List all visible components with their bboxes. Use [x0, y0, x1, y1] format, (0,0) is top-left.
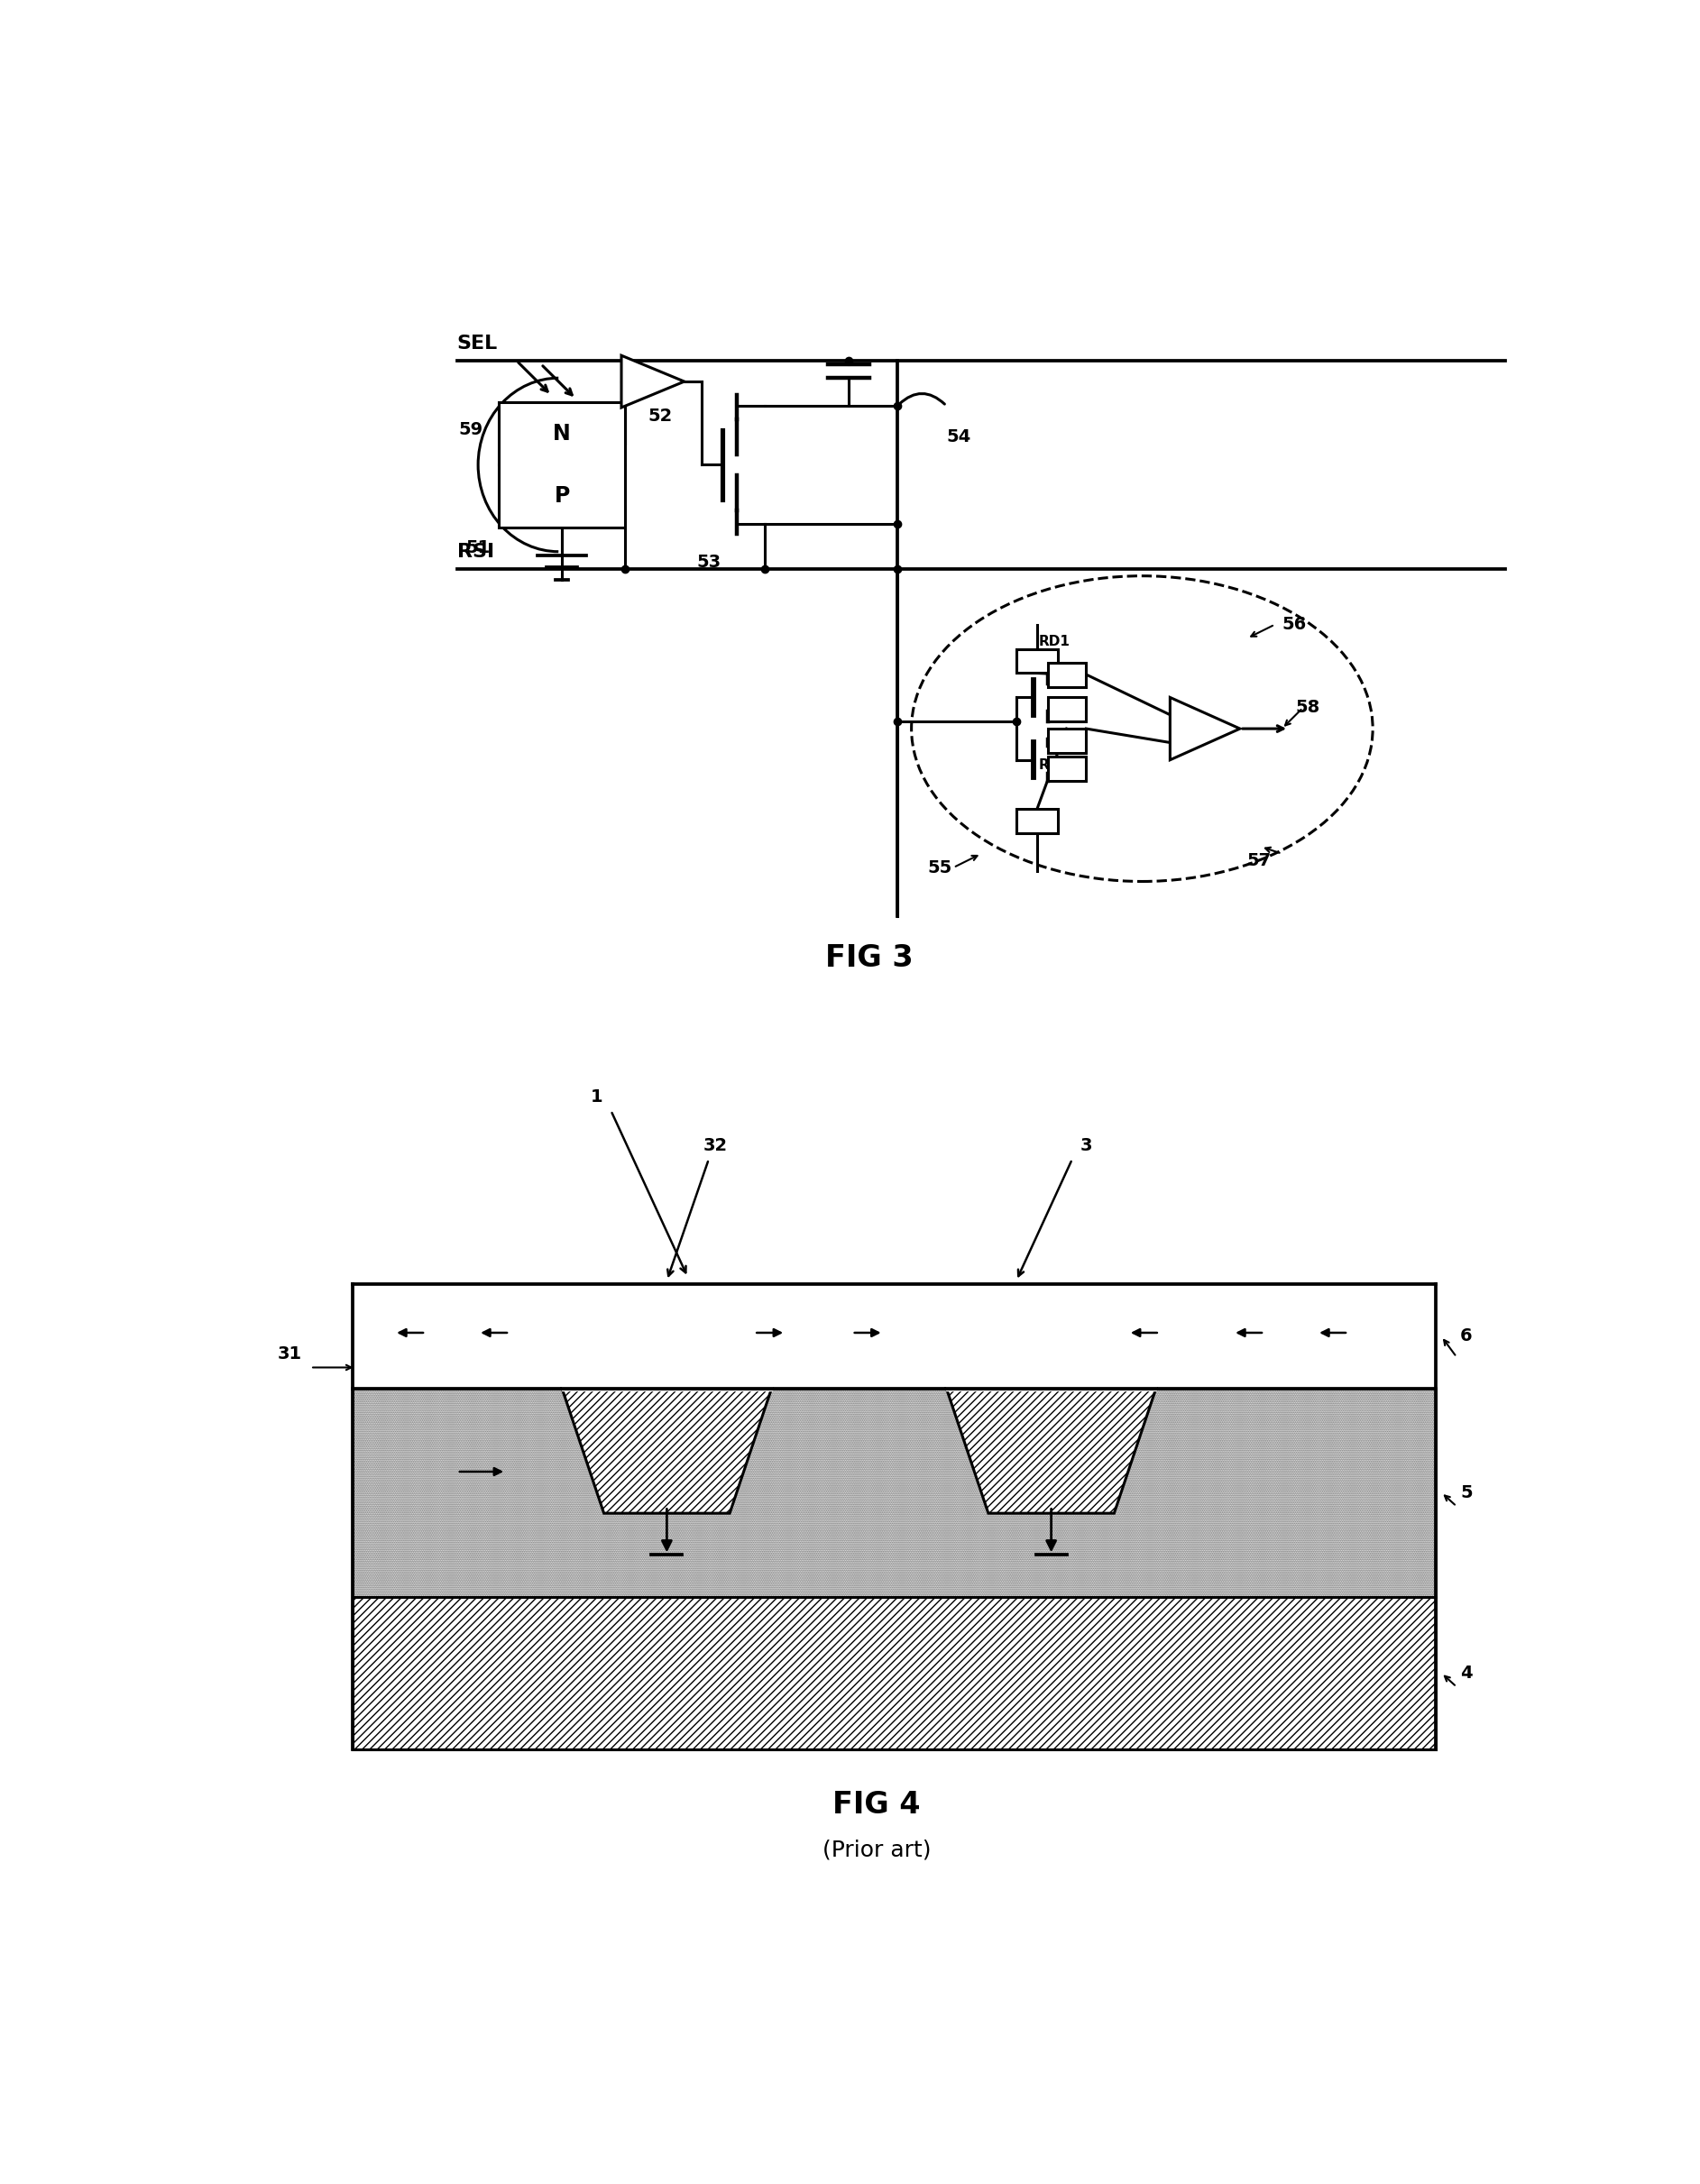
Text: 3: 3 [1080, 1136, 1093, 1153]
Bar [500, 402, 626, 526]
Bar [352, 1389, 1435, 1597]
Bar [1017, 808, 1057, 832]
Text: 58: 58 [1295, 699, 1321, 716]
Text: 59: 59 [459, 422, 483, 439]
Polygon shape [1170, 697, 1239, 760]
Bar [352, 1284, 1435, 1389]
Text: SEL: SEL [457, 334, 498, 352]
Bar [1047, 697, 1086, 721]
Text: N: N [552, 424, 571, 443]
Bar [352, 1284, 1435, 1389]
Text: RSI: RSI [457, 542, 495, 561]
Bar [352, 1597, 1435, 1749]
Bar [1047, 662, 1086, 688]
Text: 6: 6 [1460, 1328, 1472, 1345]
Text: 57: 57 [1246, 852, 1272, 869]
Text: 52: 52 [648, 408, 672, 426]
Polygon shape [563, 1389, 772, 1514]
Bar [1047, 756, 1086, 780]
Text: 5: 5 [1460, 1483, 1472, 1500]
Text: P: P [554, 485, 570, 507]
Text: 32: 32 [704, 1136, 728, 1153]
Bar [1017, 649, 1057, 673]
Bar [352, 1389, 1435, 1597]
Text: 53: 53 [697, 553, 721, 570]
Text: 54: 54 [947, 428, 971, 446]
Ellipse shape [911, 577, 1372, 882]
Text: RD2: RD2 [1039, 758, 1071, 771]
Bar [352, 1597, 1435, 1749]
Text: 31: 31 [277, 1345, 301, 1363]
Polygon shape [622, 356, 685, 408]
Text: 51: 51 [466, 539, 490, 557]
Text: RD1: RD1 [1039, 636, 1071, 649]
Text: 55: 55 [926, 858, 952, 876]
Text: 56: 56 [1282, 616, 1307, 633]
Text: (Prior art): (Prior art) [823, 1839, 932, 1861]
Text: 4: 4 [1460, 1664, 1472, 1682]
Bar [1047, 729, 1086, 753]
Text: 1: 1 [592, 1088, 604, 1105]
Text: FIG 3: FIG 3 [826, 943, 913, 972]
Text: FIG 4: FIG 4 [833, 1791, 920, 1819]
Polygon shape [947, 1389, 1156, 1514]
